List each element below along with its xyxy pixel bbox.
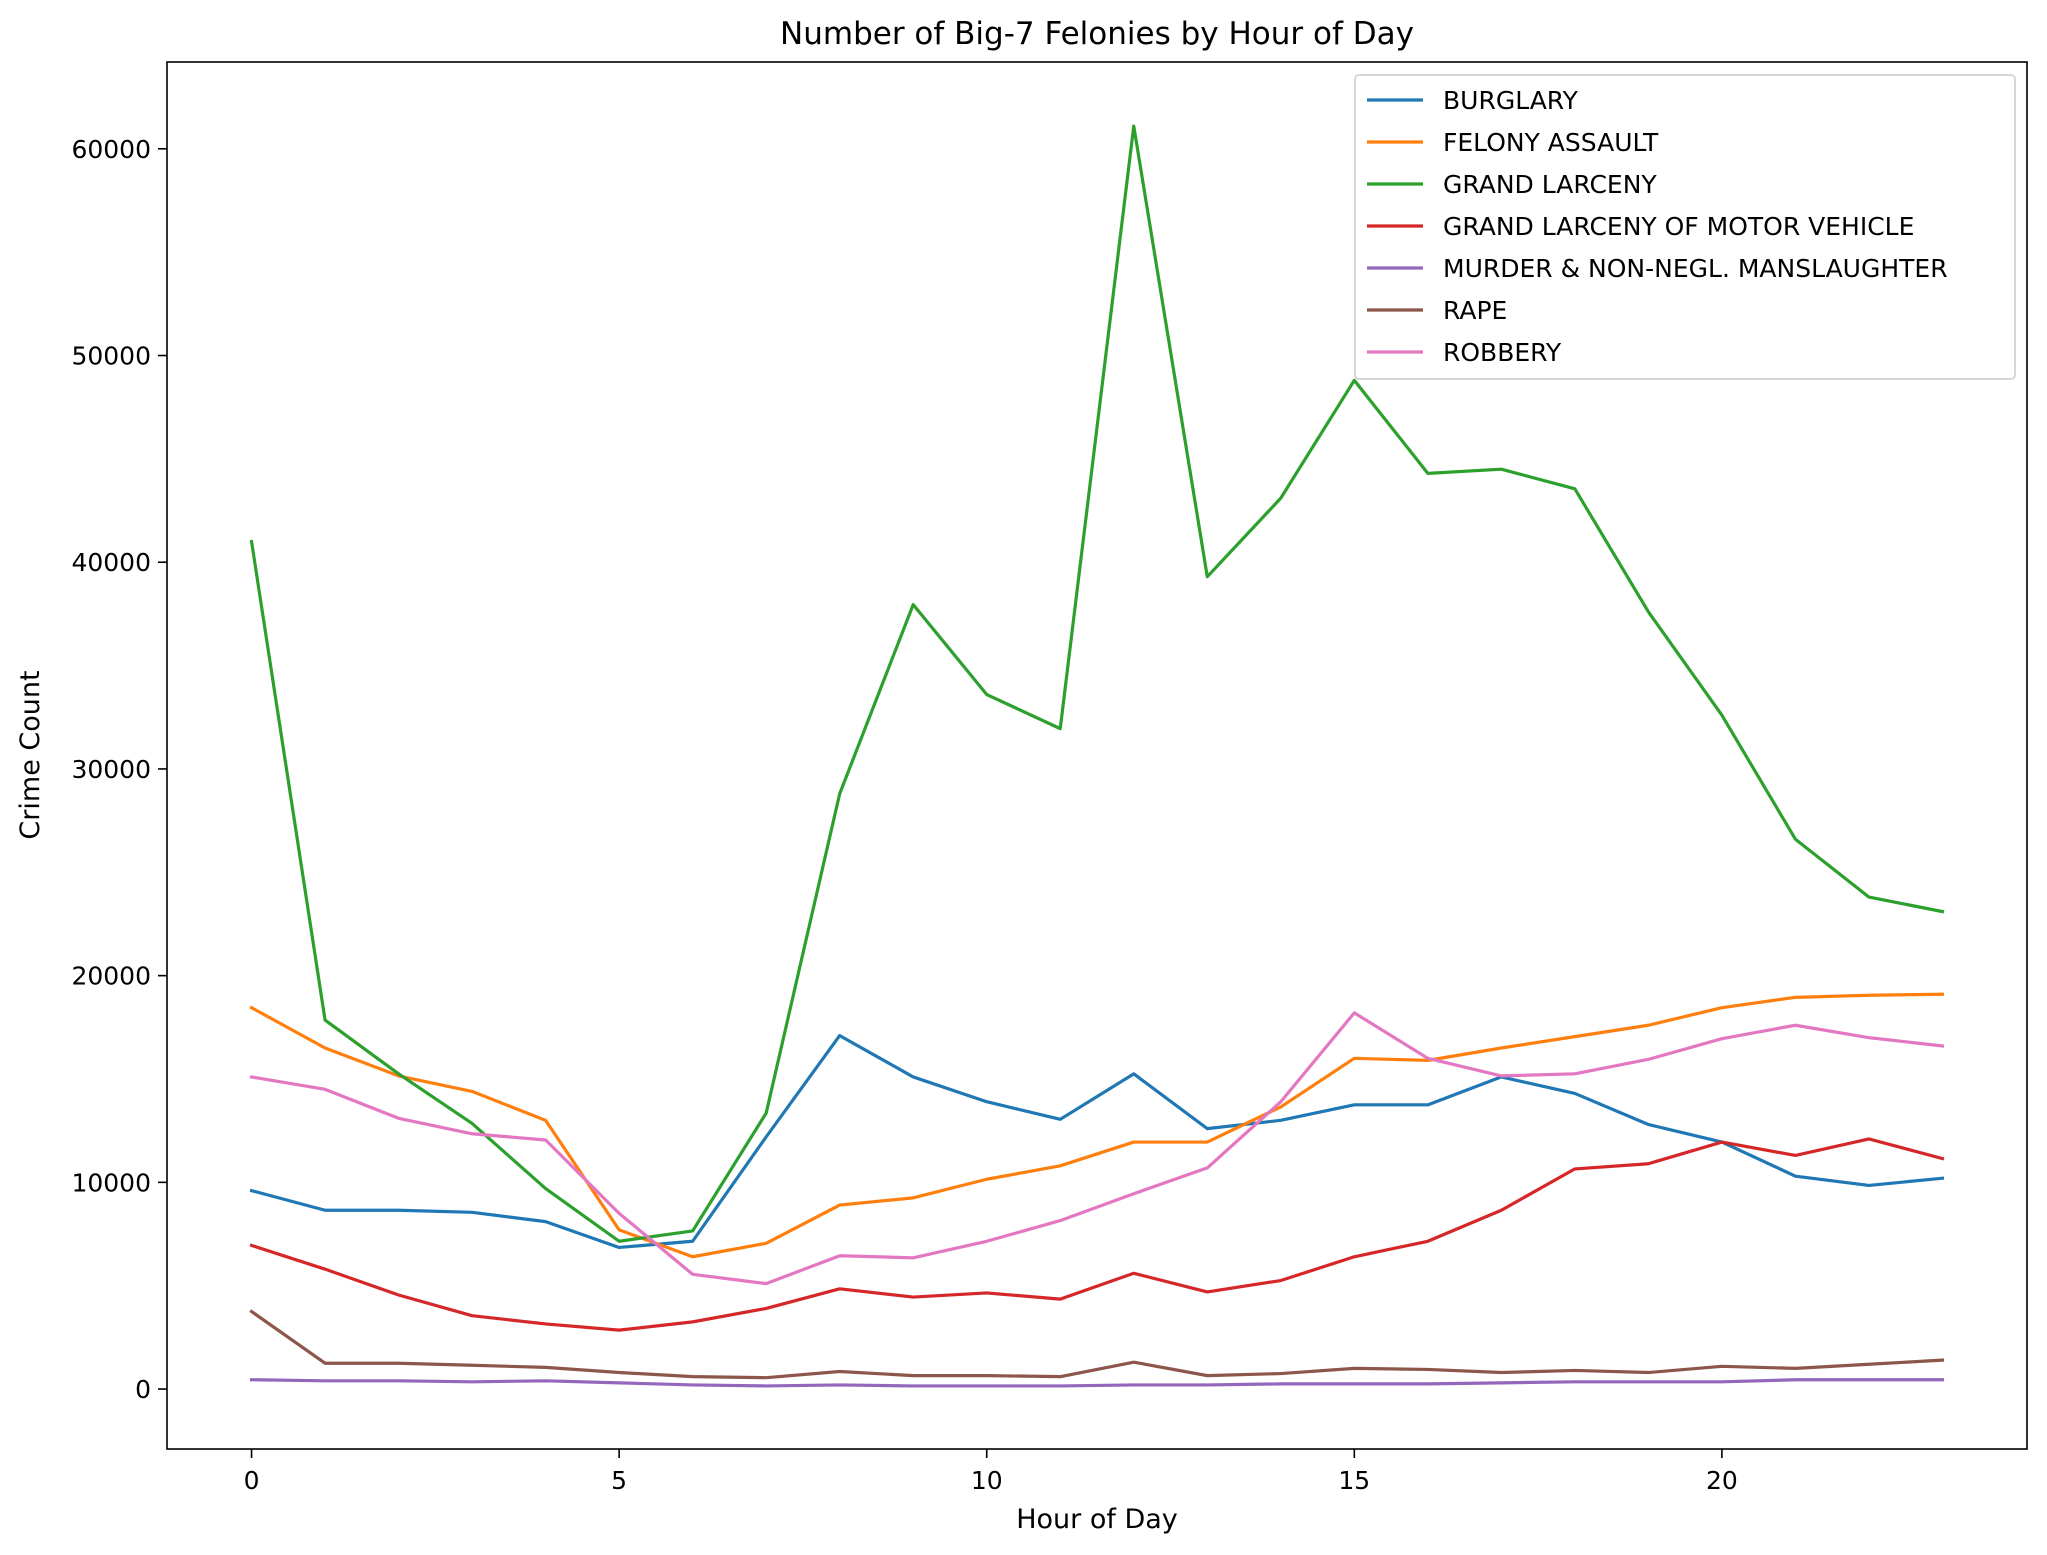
x-tick-label: 15	[1338, 1466, 1370, 1495]
plot-frame	[166, 61, 2028, 1450]
y-tick-label: 60000	[71, 135, 151, 164]
legend-label: RAPE	[1443, 296, 1507, 325]
chart-title: Number of Big-7 Felonies by Hour of Day	[780, 16, 1414, 52]
x-tick-label: 10	[971, 1466, 1003, 1495]
y-axis-label: Crime Count	[15, 670, 46, 839]
y-tick-label: 0	[135, 1375, 151, 1404]
legend-label: FELONY ASSAULT	[1443, 128, 1659, 157]
y-axis-ticks: 0 10000 20000 30000 40000 50000 60000	[71, 135, 167, 1404]
legend-label: GRAND LARCENY OF MOTOR VEHICLE	[1443, 212, 1914, 241]
plot-area	[166, 61, 2028, 1450]
series-line-murder-non-negl-manslaughter	[249, 1378, 1945, 1388]
legend-label: MURDER & NON-NEGL. MANSLAUGHTER	[1443, 254, 1948, 283]
series-line-felony-assault	[249, 992, 1945, 1259]
series-line-burglary	[249, 1033, 1945, 1250]
x-axis-label: Hour of Day	[1016, 1504, 1178, 1535]
x-tick-label: 0	[244, 1466, 260, 1495]
x-axis-ticks: 0 5 10 15 20	[244, 1449, 1738, 1495]
y-tick-label: 20000	[71, 962, 151, 991]
legend-box	[1354, 74, 2016, 380]
y-tick-label: 30000	[71, 755, 151, 784]
y-tick-label: 10000	[71, 1168, 151, 1197]
y-tick-label: 50000	[71, 342, 151, 371]
series-lines	[249, 124, 1945, 1388]
legend-items: BURGLARY FELONY ASSAULT GRAND LARCENY GRAND…	[1367, 86, 1948, 367]
series-line-grand-larceny-of-motor-vehicle	[249, 1137, 1945, 1332]
x-tick-label: 5	[611, 1466, 627, 1495]
legend: BURGLARY FELONY ASSAULT GRAND LARCENY GRAND…	[1354, 74, 2016, 380]
x-tick-label: 20	[1706, 1466, 1738, 1495]
series-line-rape	[249, 1309, 1945, 1380]
y-tick-label: 40000	[71, 548, 151, 577]
legend-label: ROBBERY	[1443, 338, 1562, 367]
series-line-robbery	[249, 1011, 1945, 1286]
legend-label: BURGLARY	[1443, 86, 1579, 115]
legend-label: GRAND LARCENY	[1443, 170, 1657, 199]
series-line-grand-larceny	[249, 124, 1945, 1243]
